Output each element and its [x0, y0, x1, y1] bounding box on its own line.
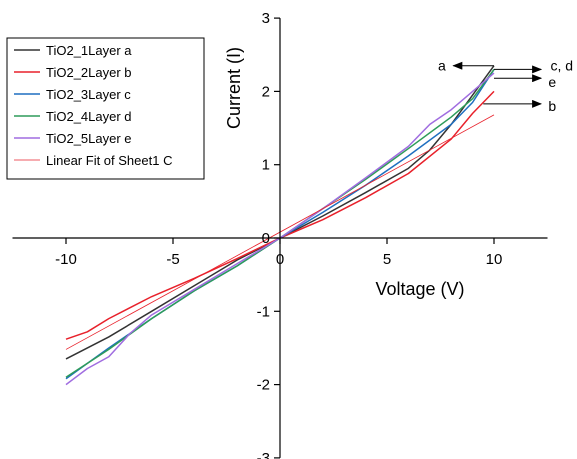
y-tick-label: 1	[262, 157, 270, 174]
y-tick-label: 2	[262, 83, 270, 100]
legend-entry: TiO2_4Layer d	[46, 109, 132, 124]
x-tick-label: 0	[276, 251, 284, 268]
y-tick-label: 0	[262, 230, 270, 247]
annotation-label: b	[548, 98, 556, 114]
y-tick-label: -2	[257, 377, 270, 394]
annotation-label: e	[548, 74, 556, 90]
legend-entry: TiO2_1Layer a	[46, 43, 132, 58]
legend-box	[6, 37, 205, 180]
x-tick-label: 10	[486, 251, 503, 268]
x-tick-label: 5	[383, 251, 391, 268]
y-axis-title: Current (I)	[224, 47, 244, 129]
legend-entry: Linear Fit of Sheet1 C	[46, 153, 172, 168]
x-axis-title: Voltage (V)	[375, 279, 464, 299]
x-tick-label: -5	[166, 251, 179, 268]
legend: TiO2_1Layer a TiO2_2Layer b TiO2_3Layer c T…	[6, 37, 205, 180]
legend-entry: TiO2_3Layer c	[46, 87, 131, 102]
annotation-label: a	[438, 58, 446, 74]
x-tick-label: -10	[55, 251, 77, 268]
y-tick-label: -3	[257, 450, 270, 459]
y-tick-label: 3	[262, 10, 270, 27]
annotation-label: c, d	[551, 58, 574, 74]
legend-entry: TiO2_5Layer e	[46, 131, 132, 146]
legend-entry: TiO2_2Layer b	[46, 65, 132, 80]
y-tick-label: -1	[257, 303, 270, 320]
annotations-layer: a c, deb	[438, 58, 573, 114]
